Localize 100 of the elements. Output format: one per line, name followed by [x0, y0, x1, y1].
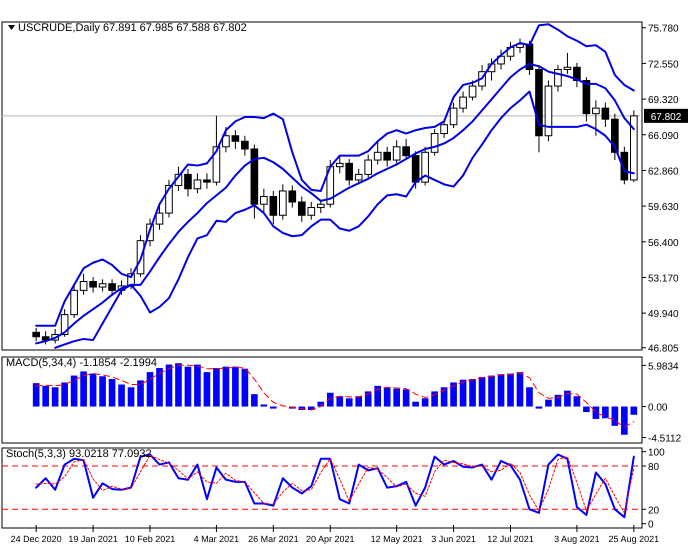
- bar: [80, 371, 87, 407]
- bar: [194, 364, 201, 407]
- y-tick-label: 56.400: [648, 238, 680, 249]
- bar: [554, 394, 562, 407]
- candlestick: [450, 102, 458, 129]
- candlestick: [222, 126, 230, 153]
- y-tick-label: 62.860: [648, 166, 680, 178]
- bar: [498, 374, 504, 407]
- x-tick-label: 4 Mar 2021: [194, 534, 240, 544]
- bar: [42, 386, 49, 407]
- candlestick: [80, 273, 88, 296]
- bar: [450, 382, 457, 407]
- y-tick-label: 69.320: [648, 95, 680, 106]
- bar: [612, 406, 618, 426]
- candlestick: [383, 146, 391, 168]
- candlestick: [402, 138, 410, 161]
- x-tick-label: 3 Jun 2021: [431, 534, 476, 544]
- y-tick-label: 5.9834: [648, 361, 680, 372]
- bar: [99, 376, 106, 407]
- candlestick: [42, 330, 50, 345]
- y-tick-label: 46.805: [648, 344, 680, 355]
- candlestick: [89, 276, 97, 294]
- candlestick: [440, 118, 448, 138]
- bar: [422, 398, 428, 407]
- chart-title: Stoch(5,3,3) 93.0218 77.0932: [6, 448, 152, 460]
- bar: [260, 404, 268, 407]
- y-tick-label: 72.550: [648, 59, 680, 70]
- bar: [251, 394, 258, 407]
- bar: [412, 402, 419, 407]
- candlestick: [354, 168, 363, 185]
- bar: [52, 387, 58, 407]
- y-tick-label: 53.170: [648, 273, 680, 284]
- bar: [516, 372, 524, 407]
- x-tick-label: 12 Jul 2021: [487, 534, 534, 544]
- bar: [621, 406, 628, 435]
- y-tick-label: 0.00: [648, 402, 668, 414]
- bar: [564, 390, 571, 407]
- bar: [364, 391, 372, 407]
- chart-title: MACD(5,34,4) -1.1854 -2.1994: [6, 357, 158, 369]
- bar: [574, 396, 580, 407]
- candlestick: [374, 140, 382, 165]
- bar: [61, 382, 68, 407]
- bar: [460, 380, 466, 407]
- bar: [156, 368, 163, 407]
- bar: [488, 376, 495, 407]
- bar: [128, 387, 134, 407]
- y-tick-label: -4.5112: [648, 434, 682, 445]
- x-tick-label: 26 Mar 2021: [248, 534, 299, 544]
- candlestick: [232, 130, 240, 150]
- candlestick: [345, 158, 354, 186]
- bar: [478, 376, 486, 407]
- x-tick-label: 3 Aug 2021: [554, 534, 600, 544]
- y-tick-label: 49.940: [648, 309, 680, 320]
- bar: [602, 406, 609, 418]
- candlestick: [270, 190, 278, 225]
- bar: [184, 366, 192, 407]
- x-tick-label: 10 Feb 2021: [124, 534, 176, 544]
- bar: [507, 374, 514, 407]
- bar: [175, 363, 182, 407]
- bar: [213, 368, 220, 407]
- bar: [526, 387, 533, 407]
- bar: [204, 372, 210, 407]
- candlestick: [336, 155, 344, 174]
- bar: [440, 387, 448, 407]
- bar: [146, 372, 154, 407]
- ref-line-label: 67.802: [650, 112, 682, 123]
- y-tick-label: 100: [648, 448, 666, 459]
- candlestick: [364, 154, 372, 178]
- bar: [384, 387, 390, 407]
- candlestick: [316, 199, 325, 214]
- x-tick-label: 25 Aug 2021: [608, 534, 660, 544]
- candlestick: [32, 327, 40, 342]
- bar: [630, 406, 638, 415]
- bar: [242, 368, 248, 407]
- bar: [137, 380, 144, 407]
- candlestick: [298, 196, 306, 222]
- bar: [90, 374, 96, 407]
- y-tick-label: 75.780: [648, 24, 680, 35]
- bar: [592, 406, 600, 419]
- bar: [232, 366, 239, 407]
- bar: [166, 364, 172, 407]
- bar: [222, 366, 230, 407]
- y-tick-label: 0: [648, 520, 654, 531]
- candlestick: [602, 102, 610, 128]
- candlestick: [288, 184, 296, 208]
- y-tick-label: 59.630: [648, 202, 680, 214]
- x-tick-label: 12 May 2021: [370, 534, 423, 544]
- bar: [336, 396, 344, 407]
- bar: [70, 376, 78, 407]
- chart-title: USCRUDE,Daily 67.891 67.985 67.588 67.802: [18, 22, 247, 34]
- candlestick: [260, 188, 268, 214]
- bar: [402, 389, 410, 407]
- bar: [583, 406, 590, 412]
- candlestick: [392, 140, 400, 164]
- x-tick-label: 24 Dec 2020: [10, 534, 62, 544]
- y-tick-label: 20: [648, 505, 660, 516]
- bar: [431, 391, 438, 407]
- candlestick: [592, 100, 600, 136]
- x-tick-label: 20 Apr 2021: [306, 534, 355, 544]
- candlestick: [307, 202, 316, 220]
